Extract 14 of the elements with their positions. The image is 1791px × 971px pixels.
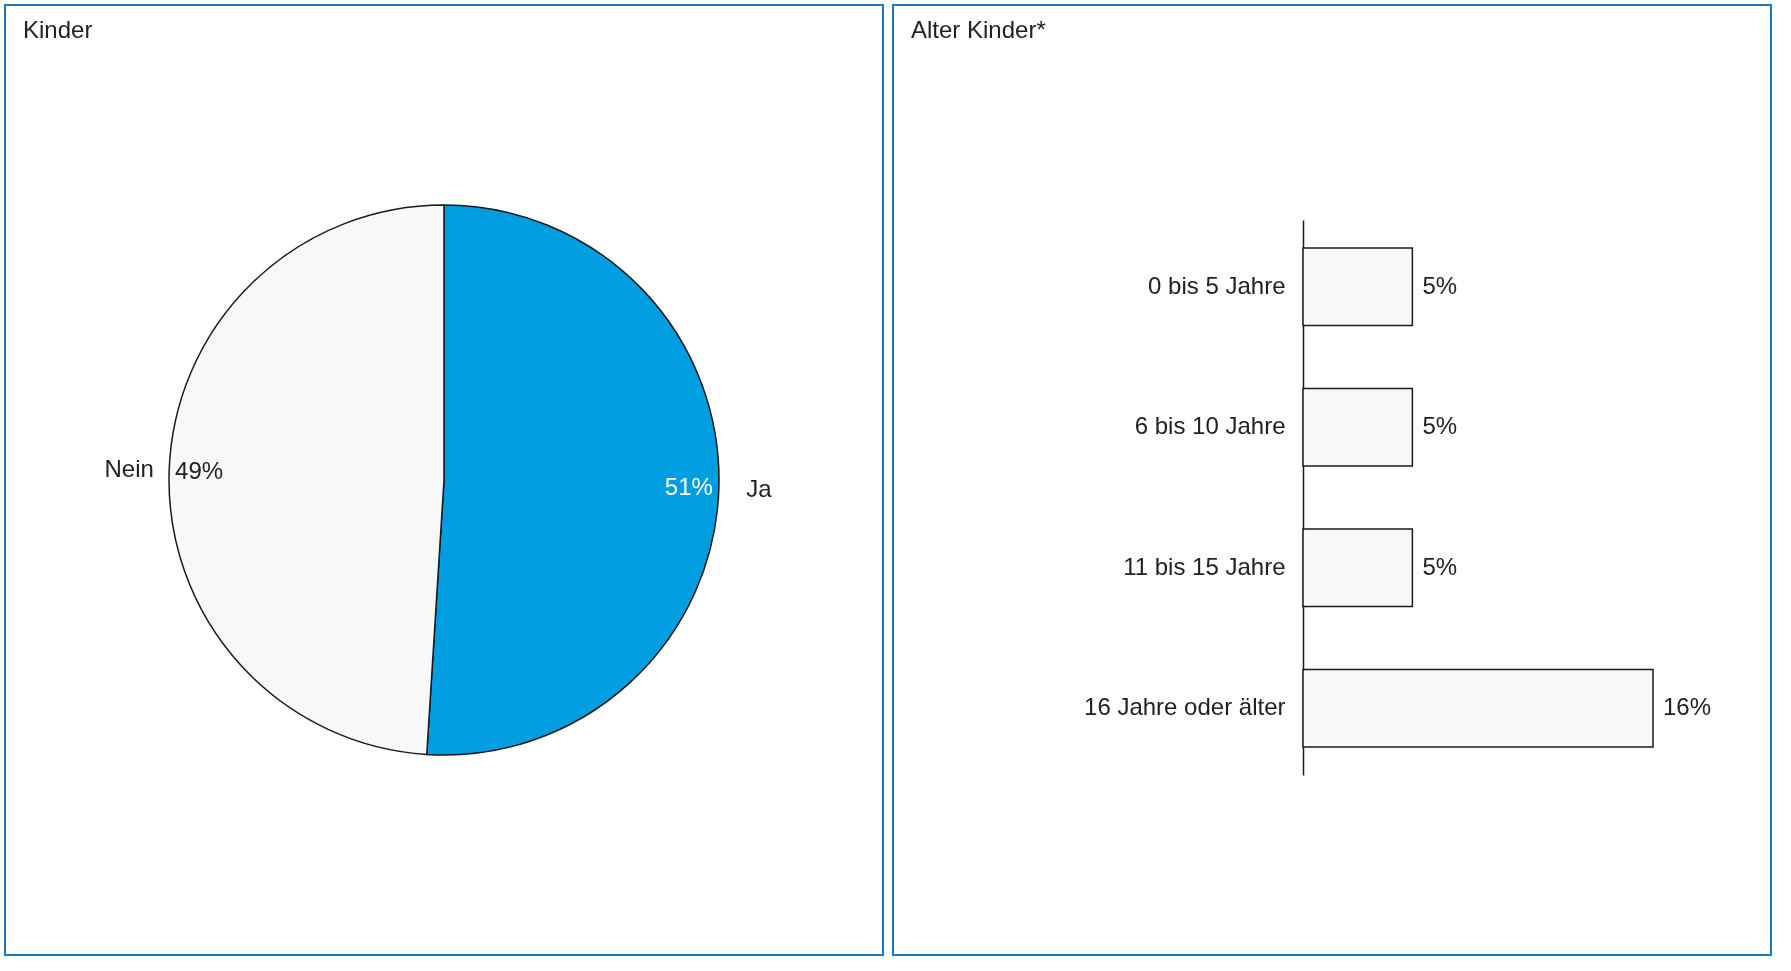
data-label: 51%	[664, 472, 713, 500]
data-label: 49%	[175, 457, 224, 485]
y-tick-label: 0 bis 5 Jahre	[1148, 271, 1286, 299]
y-tick-label: 16 Jahre oder älter	[1084, 693, 1286, 721]
data-label: 5%	[1422, 271, 1458, 299]
chart-title: Kinder	[23, 16, 93, 43]
text: Alter Kinder*	[911, 16, 1046, 43]
data-label: 16%	[1663, 693, 1712, 721]
y-tick-label: 6 bis 10 Jahre	[1134, 412, 1286, 440]
data-label: 5%	[1422, 552, 1458, 580]
slice-label: Ja	[746, 474, 773, 502]
y-tick-label: 11 bis 15 Jahre	[1123, 552, 1286, 580]
slice-label: Nein	[104, 455, 154, 483]
data-label: 5%	[1422, 412, 1458, 440]
